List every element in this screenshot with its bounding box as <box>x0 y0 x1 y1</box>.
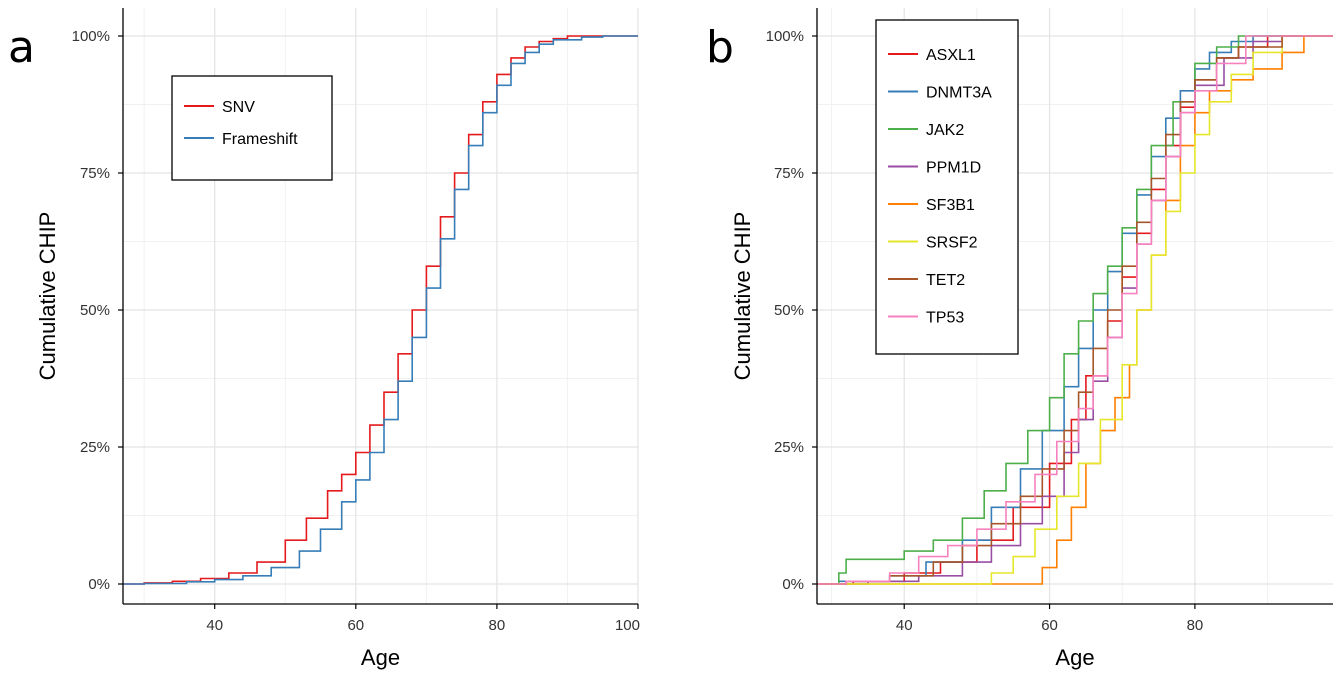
y-tick-label: 0% <box>88 576 110 593</box>
legend-label-srsf2: SRSF2 <box>926 235 978 252</box>
y-axis-title: Cumulative CHIP <box>730 212 755 381</box>
series-line-frameshift <box>123 35 638 585</box>
legend-label-tp53: TP53 <box>926 310 964 327</box>
panel-letter: b <box>706 22 734 73</box>
legend-label-tet2: TET2 <box>926 272 965 289</box>
y-tick-label: 100% <box>766 28 804 45</box>
y-tick-label: 50% <box>80 302 110 319</box>
legend-label-dnmt3a: DNMT3A <box>926 85 992 102</box>
panel-letter: a <box>8 22 35 73</box>
x-axis-title: Age <box>1055 645 1094 670</box>
x-axis-title: Age <box>361 645 400 670</box>
legend-label-jak2: JAK2 <box>926 122 964 139</box>
x-tick-label: 60 <box>347 617 364 634</box>
x-tick-label: 40 <box>896 617 913 634</box>
legend: ASXL1 DNMT3A JAK2 PPM1D SF3B1 SRSF2 TET2 TP53 <box>875 19 1019 355</box>
y-tick-label: 25% <box>774 439 804 456</box>
y-tick-label: 50% <box>774 302 804 319</box>
legend-label-asxl1: ASXL1 <box>926 47 976 64</box>
legend-box <box>875 19 1019 355</box>
legend: SNV Frameshift <box>171 75 333 181</box>
legend-label-frameshift: Frameshift <box>222 131 298 148</box>
chart-panel-b: 0% 25% 50% 75% 100% 40 60 80 b Age Cumulative CHIP… <box>706 8 1333 670</box>
x-tick-label: 80 <box>1187 617 1204 634</box>
y-axis-title: Cumulative CHIP <box>35 212 60 381</box>
y-tick-label: 75% <box>80 165 110 182</box>
y-tick-label: 100% <box>72 28 110 45</box>
series-line-srsf2 <box>817 35 1333 585</box>
series-line-tp53 <box>817 35 1333 585</box>
legend-label-sf3b1: SF3B1 <box>926 197 975 214</box>
x-tick-label: 80 <box>489 617 506 634</box>
x-tick-label: 60 <box>1041 617 1058 634</box>
legend-label-snv: SNV <box>222 99 255 116</box>
series-line-snv <box>123 35 638 585</box>
legend-box <box>171 75 333 181</box>
series-line-jak2 <box>817 35 1333 585</box>
y-tick-label: 75% <box>774 165 804 182</box>
chart-panel-a: 0% 25% 50% 75% 100% 40 60 80 100 a Age Cumulative C… <box>8 8 640 670</box>
y-tick-label: 0% <box>782 576 804 593</box>
x-tick-label: 100 <box>615 617 640 634</box>
x-tick-label: 40 <box>206 617 223 634</box>
y-tick-label: 25% <box>80 439 110 456</box>
legend-label-ppm1d: PPM1D <box>926 160 981 177</box>
series-line-tet2 <box>817 35 1333 585</box>
